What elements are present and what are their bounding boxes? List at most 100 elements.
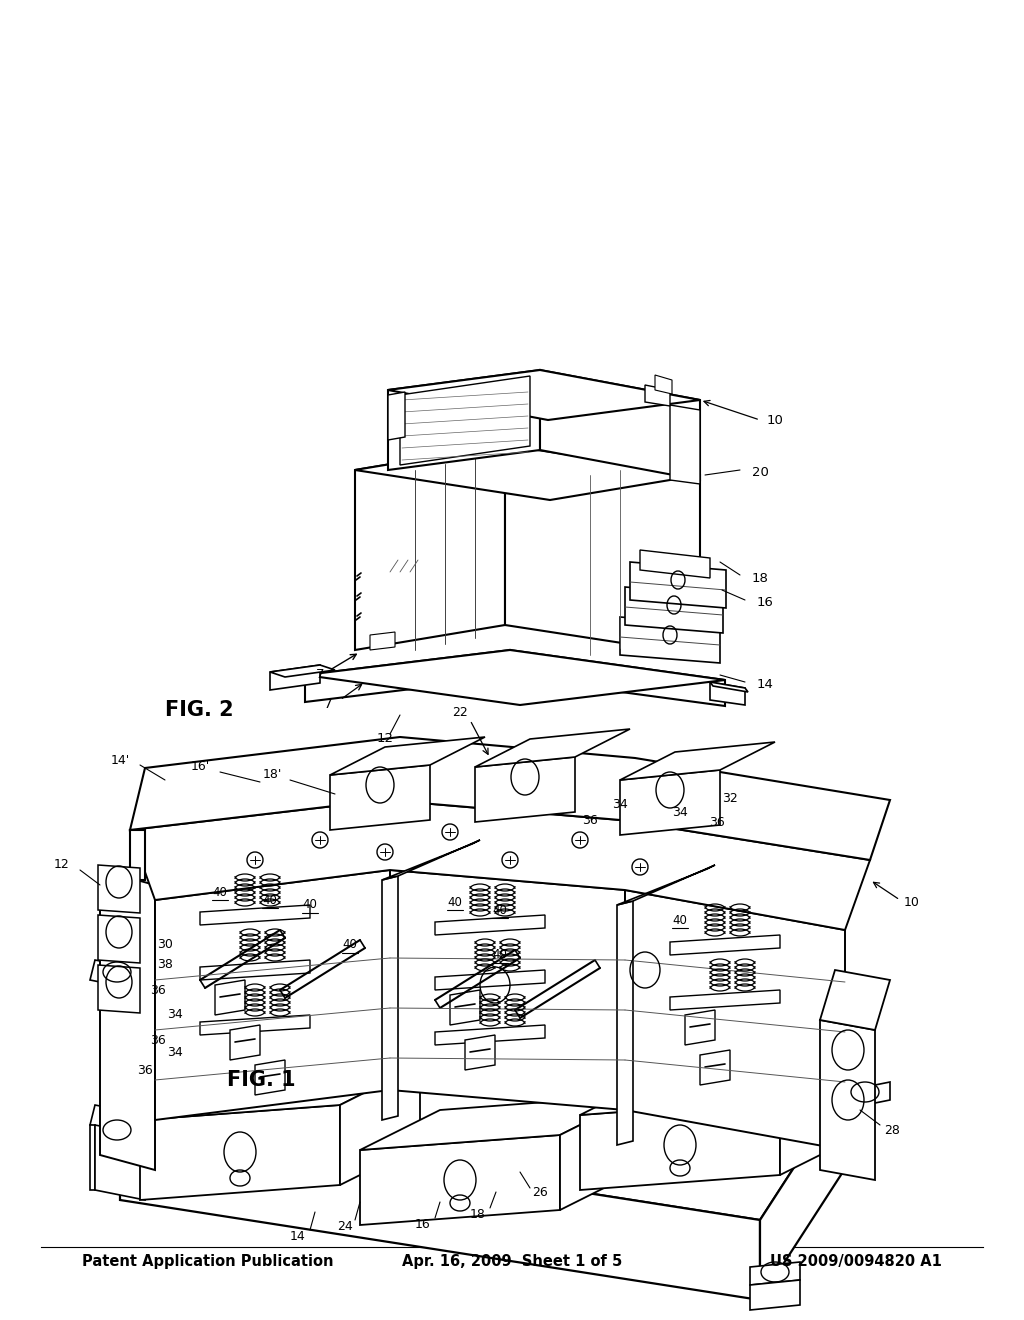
Text: 10: 10: [767, 413, 783, 426]
Polygon shape: [200, 1015, 310, 1035]
Polygon shape: [215, 979, 245, 1015]
Polygon shape: [820, 1020, 874, 1180]
Polygon shape: [130, 800, 870, 931]
Text: 12: 12: [377, 731, 393, 744]
Polygon shape: [820, 970, 890, 1030]
Polygon shape: [580, 913, 770, 954]
Polygon shape: [430, 958, 560, 1040]
Text: 34: 34: [672, 805, 688, 818]
Polygon shape: [382, 840, 480, 880]
Polygon shape: [388, 370, 700, 420]
Text: 7: 7: [324, 698, 332, 711]
Polygon shape: [430, 928, 620, 970]
Text: 36: 36: [151, 983, 166, 997]
Polygon shape: [560, 1096, 640, 1210]
Polygon shape: [98, 865, 140, 913]
Polygon shape: [120, 950, 870, 1220]
Polygon shape: [625, 890, 845, 1150]
Polygon shape: [580, 1060, 860, 1115]
Polygon shape: [617, 902, 633, 1144]
Polygon shape: [670, 405, 700, 484]
Text: FIG. 1: FIG. 1: [226, 1069, 296, 1090]
Polygon shape: [760, 1049, 870, 1300]
Polygon shape: [645, 385, 670, 407]
Polygon shape: [435, 915, 545, 935]
Polygon shape: [710, 682, 745, 705]
Polygon shape: [340, 1065, 420, 1185]
Polygon shape: [388, 392, 406, 440]
Text: 16': 16': [190, 760, 210, 774]
Polygon shape: [200, 960, 310, 979]
Polygon shape: [840, 1082, 890, 1110]
Text: 40: 40: [262, 894, 278, 907]
Text: 24: 24: [337, 1221, 353, 1233]
Polygon shape: [370, 632, 395, 649]
Polygon shape: [475, 729, 630, 767]
Polygon shape: [90, 1125, 95, 1191]
Polygon shape: [355, 445, 505, 649]
Text: US 2009/0094820 A1: US 2009/0094820 A1: [770, 1254, 942, 1269]
Polygon shape: [625, 587, 723, 634]
Polygon shape: [580, 1100, 780, 1191]
Polygon shape: [255, 1060, 285, 1096]
Text: 26: 26: [532, 1187, 548, 1200]
Polygon shape: [95, 1125, 145, 1200]
Polygon shape: [140, 1105, 340, 1200]
Text: 40: 40: [493, 903, 508, 916]
Polygon shape: [98, 915, 140, 964]
Polygon shape: [270, 665, 335, 677]
Polygon shape: [130, 830, 145, 880]
Text: 36: 36: [151, 1034, 166, 1047]
Text: 22: 22: [453, 705, 468, 718]
Polygon shape: [475, 756, 575, 822]
Polygon shape: [360, 1096, 640, 1150]
Polygon shape: [670, 990, 780, 1010]
Polygon shape: [270, 665, 319, 690]
Polygon shape: [750, 1280, 800, 1309]
Polygon shape: [200, 906, 310, 925]
Text: 14': 14': [111, 754, 130, 767]
Text: 30: 30: [157, 939, 173, 952]
Text: 16: 16: [757, 597, 774, 610]
Polygon shape: [120, 1119, 760, 1300]
Polygon shape: [710, 682, 748, 692]
Text: 18: 18: [470, 1208, 486, 1221]
Polygon shape: [305, 649, 510, 702]
Polygon shape: [390, 870, 625, 1110]
Text: 34: 34: [167, 1008, 183, 1022]
Text: 40: 40: [343, 939, 357, 952]
Polygon shape: [630, 562, 726, 609]
Polygon shape: [450, 990, 480, 1026]
Polygon shape: [355, 445, 700, 500]
Text: 7: 7: [315, 668, 325, 681]
Polygon shape: [670, 935, 780, 954]
Polygon shape: [510, 649, 725, 706]
Polygon shape: [400, 376, 530, 465]
Text: 12: 12: [54, 858, 70, 871]
Text: 18': 18': [262, 767, 282, 780]
Polygon shape: [540, 370, 700, 480]
Polygon shape: [620, 616, 720, 663]
Polygon shape: [305, 649, 725, 705]
Text: 40: 40: [302, 899, 317, 912]
Polygon shape: [505, 445, 700, 655]
Text: 14: 14: [757, 678, 774, 692]
Polygon shape: [90, 960, 145, 990]
Text: 10: 10: [904, 895, 920, 908]
Text: 16: 16: [415, 1218, 431, 1232]
Polygon shape: [230, 1026, 260, 1060]
Polygon shape: [330, 766, 430, 830]
Polygon shape: [580, 942, 710, 1026]
Polygon shape: [382, 876, 398, 1119]
Text: 34: 34: [612, 797, 628, 810]
Text: Patent Application Publication: Patent Application Publication: [82, 1254, 334, 1269]
Text: 34: 34: [167, 1045, 183, 1059]
Text: 36: 36: [582, 813, 598, 826]
Text: 40: 40: [493, 949, 508, 961]
Polygon shape: [750, 1262, 800, 1284]
Polygon shape: [130, 737, 890, 861]
Text: FIG. 2: FIG. 2: [165, 700, 234, 721]
Text: 36: 36: [710, 816, 725, 829]
Polygon shape: [140, 1065, 420, 1119]
Polygon shape: [360, 1135, 560, 1225]
